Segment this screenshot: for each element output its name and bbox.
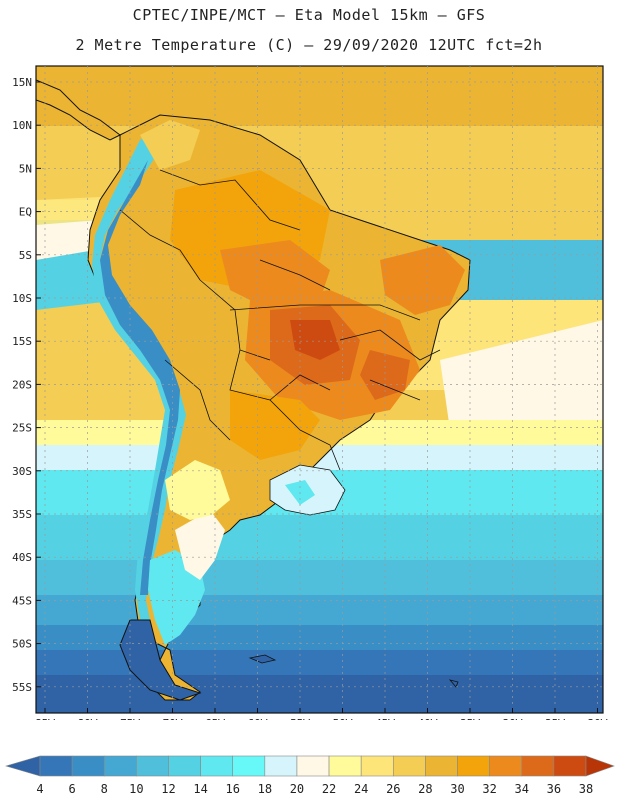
lat-label: 40S [12, 551, 32, 564]
colorbar-label: 22 [322, 782, 336, 796]
country-borders [119, 169, 441, 471]
map-title-line-2: 2 Metre Temperature (C) – 29/09/2020 12U… [75, 36, 543, 54]
colorbar-arrow-high [585, 755, 615, 777]
lon-label: 20W [588, 717, 608, 720]
lat-label: 5S [19, 249, 32, 262]
minas-hot-zone [360, 350, 410, 400]
south-georgia-island [448, 679, 459, 688]
colorbar-label: 16 [225, 782, 239, 796]
colorbar-cell [489, 755, 523, 777]
colorbar-arrow-low [4, 755, 41, 777]
ocean-band-caribbean [36, 66, 603, 126]
colorbar-cell [328, 755, 362, 777]
lat-label: 20S [12, 378, 32, 391]
ocean-band-4 [36, 675, 603, 713]
colorbar-label: 6 [69, 782, 76, 796]
lat-label: 10N [12, 119, 32, 132]
lat-label: 55S [12, 681, 32, 694]
colorbar-label: 32 [482, 782, 496, 796]
colorbar-cell [553, 755, 587, 777]
colorbar-cell [521, 755, 555, 777]
colorbar-label: 18 [258, 782, 272, 796]
map-frame [35, 65, 604, 714]
falklands-island [248, 654, 277, 664]
colorbar-label: 24 [354, 782, 368, 796]
tierra-del-fuego-zone [119, 619, 202, 701]
colorbar-cell [264, 755, 298, 777]
lon-label: 30W [503, 717, 523, 720]
lat-label: 25S [12, 422, 32, 435]
cuyo-zone [165, 460, 230, 520]
lat-label: 45S [12, 594, 32, 607]
lon-label: 55W [290, 717, 310, 720]
temperature-field [36, 66, 603, 713]
ocean-band-14 [36, 515, 603, 565]
lon-label: 60W [248, 717, 268, 720]
lon-label: 65W [205, 717, 225, 720]
map-title-line-1: CPTEC/INPE/MCT – Eta Model 15km – GFS [132, 6, 486, 24]
colorbar-cell [71, 755, 105, 777]
colorbar-label: 8 [101, 782, 108, 796]
lat-label: 35S [12, 508, 32, 521]
lon-label: 50W [333, 717, 353, 720]
ocean-band-atlantic-mild [440, 320, 603, 430]
colorbar-label: 14 [193, 782, 207, 796]
lon-label: 75W [120, 717, 140, 720]
colorbar-cell [457, 755, 490, 777]
colorbar: 4 6 8 10 12 14 16 18 20 22 24 26 28 30 32 34 36 38 [4, 755, 615, 796]
ocean-band-galapagos [36, 220, 100, 260]
lat-label: 30S [12, 465, 32, 478]
lat-label: 50S [12, 638, 32, 651]
andes-cold-zone [92, 130, 186, 620]
mato-grosso-peak-zone [290, 320, 340, 360]
temperature-map: 15N 10N 5N EQ 5S 10S 15S 20S 25S 30S 35S 40S 45S 50S 5… [12, 65, 608, 720]
colorbar-label: 28 [418, 782, 432, 796]
northeast-brazil-zone [380, 245, 465, 315]
ocean-band-12 [36, 560, 603, 600]
lat-label: 15N [12, 76, 32, 89]
lat-label: 10S [12, 292, 32, 305]
colombia-zone [140, 120, 200, 170]
colorbar-label: 36 [547, 782, 561, 796]
colorbar-label: 26 [386, 782, 400, 796]
colorbar-label: 38 [579, 782, 593, 796]
lon-label: 70W [163, 717, 183, 720]
colorbar-label: 30 [450, 782, 464, 796]
lon-label: 25W [545, 717, 565, 720]
lat-label: 15S [12, 335, 32, 348]
amazon-hot-zone [220, 240, 330, 310]
colorbar-cell [39, 755, 73, 777]
lon-label: 35W [460, 717, 480, 720]
colorbar-cell [103, 755, 137, 777]
longitude-labels: 85W 80W 75W 70W 65W 60W 55W 50W 45W 40W 35W 30W 25W 2… [35, 717, 608, 720]
colorbar-labels: 4 6 8 10 12 14 16 18 20 22 24 26 28 30 32 34 36 38 [36, 782, 593, 796]
argentina-mild-zone [175, 510, 225, 580]
colorbar-label: 12 [161, 782, 175, 796]
lon-label: 80W [78, 717, 98, 720]
colorbar-label: 34 [515, 782, 529, 796]
lat-label: 5N [19, 162, 32, 175]
colorbar-cell [425, 755, 458, 777]
latitude-labels: 15N 10N 5N EQ 5S 10S 15S 20S 25S 30S 35S 40S 45S 50S 5… [12, 76, 32, 694]
andes-coldest-ridge [100, 160, 180, 595]
colorbar-cell [136, 755, 169, 777]
colorbar-label: 20 [290, 782, 304, 796]
colorbar-cells [4, 755, 615, 777]
lon-label: 85W [35, 717, 55, 720]
colorbar-label: 4 [36, 782, 43, 796]
colorbar-cell [232, 755, 266, 777]
colorbar-cell [360, 755, 394, 777]
colorbar-label: 10 [129, 782, 143, 796]
colorbar-cell [392, 755, 426, 777]
southern-brazil-warm-zone [230, 390, 320, 460]
colorbar-cell [168, 755, 201, 777]
colorbar-cell [296, 755, 330, 777]
lat-label: EQ [19, 206, 32, 219]
lon-label: 40W [418, 717, 438, 720]
lon-label: 45W [375, 717, 395, 720]
lat-lon-gridlines [36, 66, 603, 713]
colorbar-cell [200, 755, 234, 777]
